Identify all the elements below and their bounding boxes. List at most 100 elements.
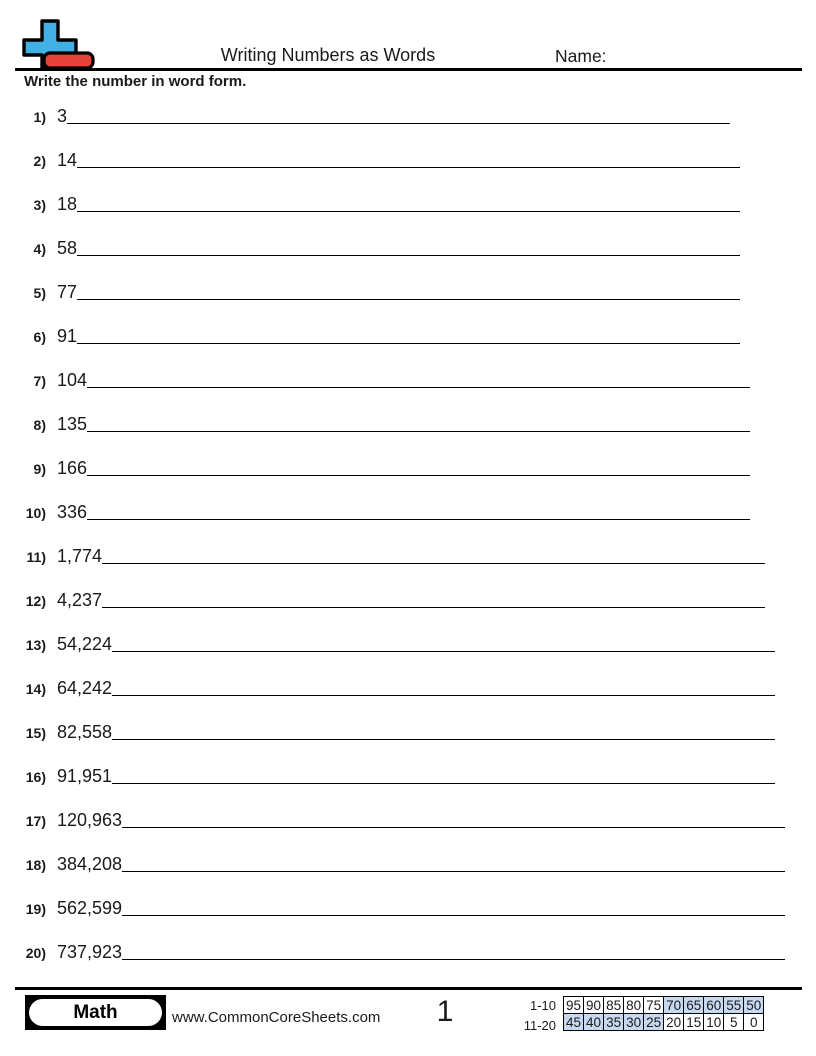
score-cell: 95 <box>562 996 585 1014</box>
problem-number: 4) <box>33 241 46 257</box>
score-cell: 70 <box>663 996 685 1014</box>
problem-row-2: 2) 14 <box>14 138 785 182</box>
answer-blank[interactable] <box>87 429 751 432</box>
problem-row-3: 3) 18 <box>14 182 785 226</box>
problem-number: 18) <box>25 857 46 873</box>
problem-value: 562,599 <box>57 898 123 918</box>
page-number: 1 <box>436 995 454 1028</box>
footer-divider <box>15 987 802 990</box>
subject-badge-label: Math <box>29 999 162 1026</box>
problem-value: 1,774 <box>57 546 103 566</box>
problem-value: 54,224 <box>57 634 113 654</box>
score-cell: 60 <box>703 996 725 1014</box>
problem-value: 4,237 <box>57 590 103 610</box>
problem-row-15: 15) 82,558 <box>14 710 785 754</box>
answer-blank[interactable] <box>102 561 766 564</box>
problem-number: 16) <box>25 769 46 785</box>
problem-row-1: 1) 3 <box>14 94 785 138</box>
problem-row-18: 18) 384,208 <box>14 842 786 886</box>
score-cell: 85 <box>603 996 625 1014</box>
problem-row-4: 4) 58 <box>14 226 785 270</box>
problem-value: 104 <box>57 370 88 390</box>
answer-blank[interactable] <box>67 121 731 124</box>
problem-row-20: 20) 737,923 <box>14 930 786 974</box>
page-title: Writing Numbers as Words <box>220 45 436 65</box>
score-cell: 80 <box>623 996 645 1014</box>
answer-blank[interactable] <box>122 825 786 828</box>
answer-blank[interactable] <box>122 869 786 872</box>
problem-list: 1) 3 2) 14 3) 18 4) 58 5) 77 6) 91 7) 104 8) 135… <box>14 94 786 974</box>
problem-value: 120,963 <box>57 810 123 830</box>
problem-row-8: 8) 135 <box>14 402 785 446</box>
score-cell: 0 <box>743 1013 765 1031</box>
problem-value: 14 <box>57 150 78 170</box>
score-row-labels: 1-10 11-20 <box>496 996 556 1036</box>
problem-value: 336 <box>57 502 88 522</box>
score-table-row-2: 45 40 35 30 25 20 15 10 5 0 <box>562 1013 765 1031</box>
score-cell: 25 <box>643 1013 665 1031</box>
name-label: Name: <box>555 46 607 66</box>
header-divider <box>15 68 802 71</box>
subject-badge: Math <box>25 995 166 1030</box>
score-table: 95 90 85 80 75 70 65 60 55 50 45 40 35 3… <box>562 996 765 1031</box>
problem-row-14: 14) 64,242 <box>14 666 785 710</box>
problem-number: 2) <box>33 153 46 169</box>
answer-blank[interactable] <box>112 693 776 696</box>
problem-row-10: 10) 336 <box>14 490 785 534</box>
answer-blank[interactable] <box>77 165 741 168</box>
problem-number: 19) <box>25 901 46 917</box>
answer-blank[interactable] <box>77 297 741 300</box>
problem-number: 8) <box>33 417 46 433</box>
problem-number: 17) <box>25 813 46 829</box>
problem-value: 737,923 <box>57 942 123 962</box>
score-cell: 15 <box>683 1013 705 1031</box>
problem-number: 15) <box>25 725 46 741</box>
answer-blank[interactable] <box>87 473 751 476</box>
score-cell: 35 <box>603 1013 625 1031</box>
problem-row-12: 12) 4,237 <box>14 578 785 622</box>
answer-blank[interactable] <box>112 649 776 652</box>
score-cell: 5 <box>723 1013 745 1031</box>
answer-blank[interactable] <box>77 341 741 344</box>
problem-value: 384,208 <box>57 854 123 874</box>
answer-blank[interactable] <box>77 209 741 212</box>
answer-blank[interactable] <box>102 605 766 608</box>
problem-value: 135 <box>57 414 88 434</box>
score-label-11-20: 11-20 <box>523 1018 556 1033</box>
answer-blank[interactable] <box>112 781 776 784</box>
problem-value: 91,951 <box>57 766 113 786</box>
minus-icon <box>42 51 95 70</box>
problem-value: 58 <box>57 238 78 258</box>
problem-value: 18 <box>57 194 78 214</box>
answer-blank[interactable] <box>112 737 776 740</box>
answer-blank[interactable] <box>87 385 751 388</box>
score-cell: 40 <box>583 1013 605 1031</box>
answer-blank[interactable] <box>122 913 786 916</box>
problem-number: 14) <box>25 681 46 697</box>
score-label-1-10: 1-10 <box>529 998 556 1013</box>
problem-number: 11) <box>26 549 46 565</box>
commoncoresheets-logo-icon <box>22 19 95 70</box>
instruction-text: Write the number in word form. <box>24 73 247 90</box>
problem-row-16: 16) 91,951 <box>14 754 785 798</box>
score-cell: 55 <box>723 996 745 1014</box>
problem-row-6: 6) 91 <box>14 314 785 358</box>
website-link[interactable]: www.CommonCoreSheets.com <box>172 1009 381 1026</box>
problem-row-17: 17) 120,963 <box>14 798 786 842</box>
problem-value: 3 <box>57 106 68 126</box>
answer-blank[interactable] <box>122 957 786 960</box>
problem-number: 10) <box>25 505 46 521</box>
score-cell: 10 <box>703 1013 725 1031</box>
problem-number: 12) <box>25 593 46 609</box>
problem-number: 6) <box>33 329 46 345</box>
score-cell: 30 <box>623 1013 645 1031</box>
problem-number: 3) <box>33 197 46 213</box>
answer-blank[interactable] <box>77 253 741 256</box>
problem-value: 91 <box>57 326 78 346</box>
answer-blank[interactable] <box>87 517 751 520</box>
score-cell: 20 <box>663 1013 685 1031</box>
score-cell: 65 <box>683 996 705 1014</box>
problem-number: 5) <box>33 285 46 301</box>
problem-row-11: 11) 1,774 <box>14 534 785 578</box>
